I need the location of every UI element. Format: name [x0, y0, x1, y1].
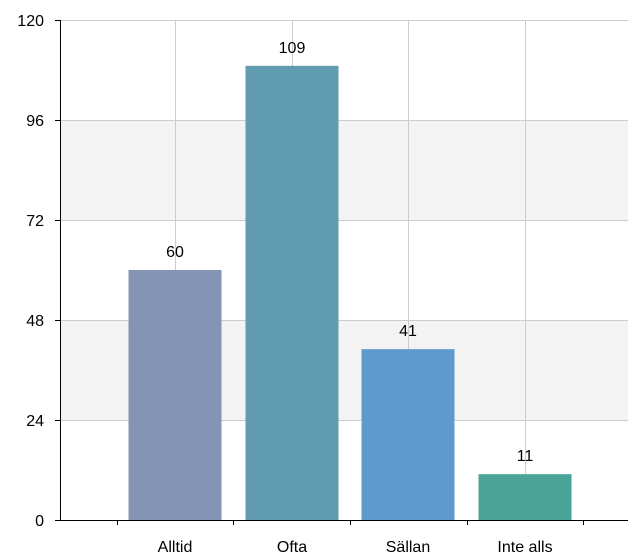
data-label: 60: [166, 244, 184, 261]
y-tick-labels: 0 24 48 72 96 120: [17, 13, 44, 530]
data-label: 109: [279, 40, 306, 57]
background-band: [60, 120, 628, 220]
y-tick-label: 0: [35, 513, 44, 530]
x-tick-label: Sällan: [386, 539, 430, 556]
x-tick-label: Ofta: [277, 539, 307, 556]
axes: [55, 20, 628, 525]
y-tick-label: 24: [26, 413, 44, 430]
bar: [245, 65, 339, 520]
x-tick-label: Alltid: [158, 539, 193, 556]
bar: [478, 474, 572, 520]
bars: [128, 65, 572, 520]
data-label: 11: [517, 448, 534, 465]
y-tick-label: 48: [26, 313, 44, 330]
x-tick-labels: Alltid Ofta Sällan Inte alls: [158, 539, 553, 556]
data-labels: 60 109 41 11: [166, 40, 533, 465]
bar: [128, 270, 222, 520]
data-label: 41: [399, 323, 417, 340]
x-tick-label: Inte alls: [497, 539, 552, 556]
y-tick-label: 72: [26, 213, 44, 230]
bar: [361, 349, 455, 520]
vertical-gridlines: [175, 20, 526, 520]
y-tick-label: 96: [26, 113, 44, 130]
y-tick-label: 120: [17, 13, 44, 30]
